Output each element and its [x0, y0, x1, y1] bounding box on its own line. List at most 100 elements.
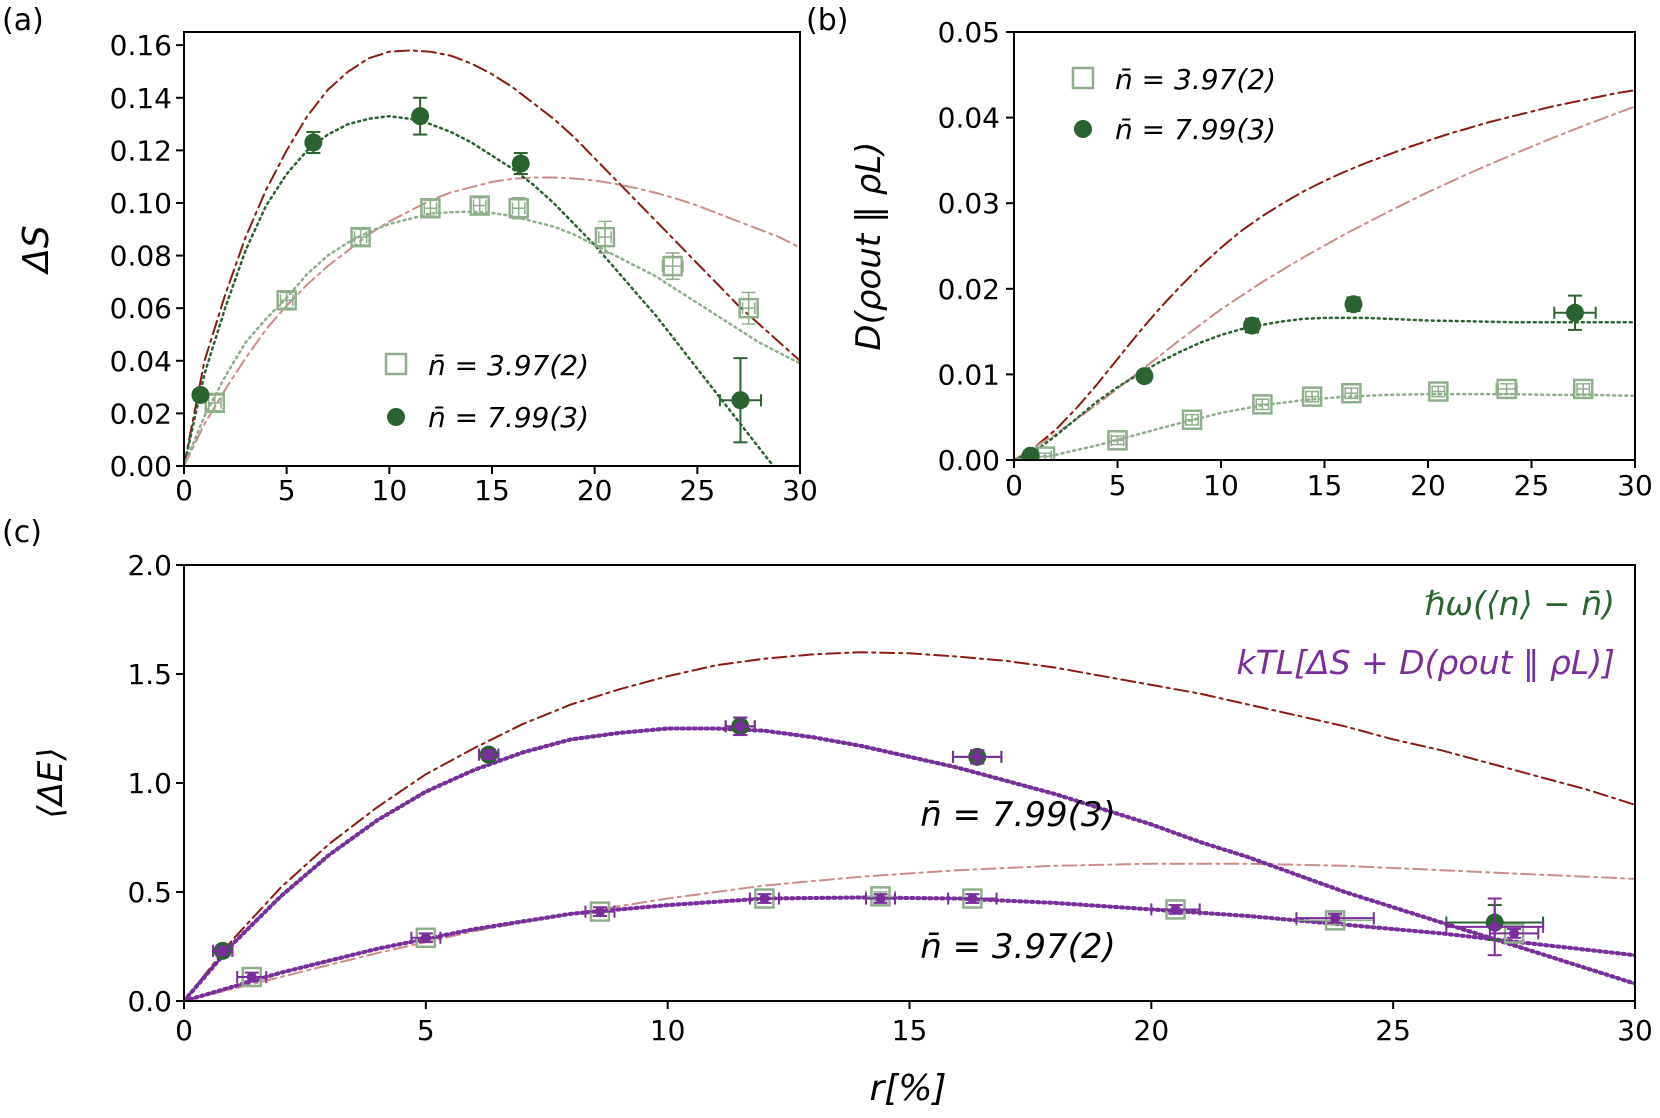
data-point-circle	[511, 154, 530, 173]
y-tick-label: 0.10	[110, 187, 172, 220]
panel-b: 0 5 10 15 20 25 30 0.00 0.01 0.02 0.03 0.04 0.05 D(ρ…	[849, 16, 1653, 502]
data-point-square	[508, 197, 529, 219]
x-tick-label: 10	[650, 1014, 686, 1047]
panel-label-a: (a)	[2, 3, 44, 38]
x-tick-label: 20	[577, 474, 613, 507]
data-point-dot	[735, 721, 746, 732]
x-tick-label: 0	[175, 474, 193, 507]
data-point-square	[1181, 409, 1203, 431]
data-point-square	[662, 255, 683, 277]
legend-marker-filled-circle	[1074, 120, 1092, 138]
legend-label-nbar-397: n̄ = 3.97(2)	[1115, 63, 1276, 96]
x-tick-label: 0	[175, 1014, 193, 1047]
theory-curve	[184, 726, 1635, 1001]
data-point-circle	[1021, 446, 1040, 460]
legend-label-nbar-397: n̄ = 3.97(2)	[428, 349, 589, 382]
data-point-square	[1341, 382, 1362, 404]
theory-curve	[1014, 392, 1635, 460]
y-tick-label: 0.04	[110, 345, 172, 378]
legend-label-nbar-799: n̄ = 7.99(3)	[428, 401, 589, 434]
legend-marker-open-square	[384, 352, 408, 376]
y-tick-label: 0.05	[938, 16, 1000, 49]
data-point-dot	[1489, 921, 1500, 932]
panel-b-ylabel: D(ρout ‖ ρL)	[849, 141, 889, 350]
data-point-square	[1573, 378, 1594, 400]
theory-curve	[184, 114, 775, 466]
x-tick-label: 25	[1375, 1014, 1411, 1047]
data-point-square	[870, 886, 891, 907]
legend-marker-filled-circle	[387, 408, 405, 426]
data-point-square	[1301, 386, 1323, 407]
x-tick-label: 30	[1617, 469, 1653, 502]
data-point-dot	[972, 751, 983, 762]
y-tick-label: 0.16	[110, 29, 172, 62]
x-tick-label: 5	[417, 1014, 435, 1047]
data-point-dot	[967, 893, 978, 904]
data-point-square	[350, 226, 371, 248]
data-point-square	[1496, 378, 1517, 400]
data-point-circle	[1243, 316, 1262, 335]
theory-curve	[184, 651, 1635, 1001]
x-tick-label: 25	[1514, 469, 1550, 502]
y-tick-label: 0.12	[110, 134, 172, 167]
legend-entropy-formula: kTL[ΔS + D(ρout ‖ ρL)]	[1236, 643, 1615, 682]
y-tick-label: 1.5	[127, 658, 172, 691]
data-point-square	[594, 226, 616, 248]
y-tick-label: 0.5	[127, 876, 172, 909]
y-tick-label: 0.0	[127, 985, 172, 1018]
y-tick-label: 1.0	[127, 767, 172, 800]
data-point-circle	[1344, 295, 1363, 314]
x-tick-label: 5	[1109, 469, 1127, 502]
data-point-dot	[1509, 928, 1520, 939]
y-tick-label: 0.02	[938, 273, 1000, 306]
panel-c-frame	[183, 564, 1636, 1002]
y-tick-label: 0.04	[938, 102, 1000, 135]
data-point-circle	[1565, 303, 1584, 322]
panel-c-xlabel: r[%]	[869, 1068, 946, 1109]
panel-a-legend: n̄ = 3.97(2) n̄ = 7.99(3)	[384, 349, 589, 434]
data-point-square	[738, 297, 759, 319]
panel-a: 0 5 10 15 20 25 30 0.00 0.02 0.04 0.06 0.08 0.10 0.12…	[16, 29, 818, 507]
x-tick-label: 30	[782, 474, 818, 507]
theory-curve	[184, 726, 1635, 1001]
x-tick-label: 20	[1410, 469, 1446, 502]
x-tick-label: 30	[1617, 1014, 1653, 1047]
x-tick-label: 0	[1005, 469, 1023, 502]
y-tick-label: 0.02	[110, 397, 172, 430]
panel-label-c: (c)	[2, 515, 42, 550]
annotation-nbar-799: n̄ = 7.99(3)	[920, 795, 1116, 835]
data-point-circle	[191, 385, 210, 404]
data-point-square	[1252, 394, 1273, 415]
x-tick-label: 25	[680, 474, 716, 507]
annotation-nbar-397: n̄ = 3.97(2)	[920, 927, 1116, 967]
panel-c: 0 5 10 15 20 25 30 0.0 0.5 1.0 1.5 2.0 ⟨ΔE⟩ r[%] ℏω…	[31, 549, 1653, 1109]
y-tick-label: 2.0	[127, 549, 172, 582]
data-point-dot	[246, 972, 257, 983]
y-tick-label: 0.06	[110, 292, 172, 325]
y-tick-label: 0.08	[110, 240, 172, 273]
y-tick-label: 0.03	[938, 187, 1000, 220]
theory-curve	[1014, 105, 1635, 460]
legend-label-nbar-799: n̄ = 7.99(3)	[1115, 113, 1276, 146]
panel-c-ylabel: ⟨ΔE⟩	[31, 747, 71, 818]
data-point-square	[1107, 430, 1128, 451]
legend-energy-formula: ℏω(⟨n⟩ − n̄)	[1424, 584, 1615, 623]
data-point-dot	[483, 749, 494, 760]
x-tick-label: 10	[1203, 469, 1239, 502]
data-point-dot	[1330, 913, 1341, 924]
legend-marker-open-square	[1071, 66, 1095, 90]
x-tick-label: 5	[278, 474, 296, 507]
theory-curve	[1014, 316, 1635, 460]
x-tick-label: 10	[372, 474, 408, 507]
data-point-circle	[411, 107, 430, 126]
x-tick-label: 15	[1307, 469, 1343, 502]
data-point-square	[420, 197, 441, 219]
data-point-dot	[217, 945, 228, 956]
data-point-square	[469, 195, 490, 216]
panel-label-b: (b)	[806, 3, 848, 38]
data-point-square	[204, 392, 226, 414]
data-point-circle	[304, 133, 323, 152]
y-tick-label: 0.00	[110, 450, 172, 483]
data-point-square	[1428, 381, 1449, 402]
